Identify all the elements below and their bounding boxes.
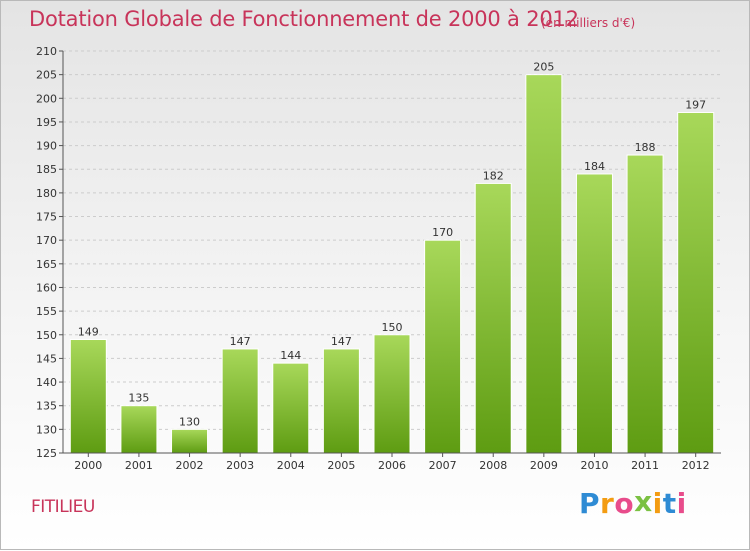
y-tick-label: 185 <box>36 163 57 176</box>
y-tick-label: 160 <box>36 281 57 294</box>
logo-letter: r <box>600 487 615 520</box>
y-tick-label: 135 <box>36 400 57 413</box>
x-tick-label-2007: 2007 <box>429 459 457 472</box>
y-tick-label: 130 <box>36 423 57 436</box>
y-tick-label: 155 <box>36 305 57 318</box>
data-label-2008: 182 <box>483 169 504 182</box>
bar-2004 <box>272 362 310 454</box>
y-tick-label: 180 <box>36 187 57 200</box>
data-label-2003: 147 <box>230 335 251 348</box>
x-tick-label-2004: 2004 <box>277 459 305 472</box>
logo-letter: x <box>634 485 653 518</box>
y-tick-label: 170 <box>36 234 57 247</box>
bar-2009 <box>525 74 563 454</box>
y-tick-label: 175 <box>36 211 57 224</box>
data-label-2009: 205 <box>533 61 554 74</box>
x-tick-label-2005: 2005 <box>327 459 355 472</box>
bar-2011 <box>626 154 664 454</box>
x-tick-label-2002: 2002 <box>176 459 204 472</box>
bar-2008 <box>474 182 512 454</box>
bar-2001 <box>120 405 158 454</box>
data-label-2004: 144 <box>280 349 301 362</box>
x-tick-label-2000: 2000 <box>74 459 102 472</box>
bar-2000 <box>69 338 107 454</box>
logo-letter: P <box>579 487 601 520</box>
y-tick-label: 195 <box>36 116 57 129</box>
data-label-2010: 184 <box>584 160 605 173</box>
x-tick-label-2006: 2006 <box>378 459 406 472</box>
logo-letter: i <box>676 487 687 520</box>
x-tick-label-2001: 2001 <box>125 459 153 472</box>
logo-letter: o <box>614 487 635 520</box>
data-label-2012: 197 <box>685 98 706 111</box>
x-tick-label-2009: 2009 <box>530 459 558 472</box>
x-tick-label-2011: 2011 <box>631 459 659 472</box>
y-tick-label: 205 <box>36 69 57 82</box>
bar-2012 <box>677 111 715 454</box>
y-tick-label: 190 <box>36 140 57 153</box>
chart-title: Dotation Globale de Fonctionnement de 20… <box>29 7 579 31</box>
logo-letter: t <box>662 487 677 520</box>
data-label-2011: 188 <box>635 141 656 154</box>
data-label-2005: 147 <box>331 335 352 348</box>
bar-2010 <box>575 173 613 454</box>
bar-2005 <box>322 348 360 454</box>
bar-2002 <box>171 428 209 454</box>
logo-letter: i <box>652 487 663 520</box>
proxiti-logo: Proxiti <box>579 485 687 520</box>
bar-2007 <box>424 239 462 454</box>
y-tick-label: 165 <box>36 258 57 271</box>
y-tick-label: 145 <box>36 352 57 365</box>
data-label-2000: 149 <box>78 325 99 338</box>
y-tick-label: 210 <box>36 45 57 58</box>
y-tick-label: 125 <box>36 447 57 460</box>
y-tick-label: 200 <box>36 92 57 105</box>
bar-2003 <box>221 348 259 454</box>
bar-2006 <box>373 334 411 454</box>
data-label-2007: 170 <box>432 226 453 239</box>
y-tick-label: 140 <box>36 376 57 389</box>
data-label-2001: 135 <box>128 392 149 405</box>
x-tick-label-2010: 2010 <box>580 459 608 472</box>
data-label-2002: 130 <box>179 415 200 428</box>
y-tick-label: 150 <box>36 329 57 342</box>
commune-name: FITILIEU <box>31 497 95 517</box>
data-label-2006: 150 <box>382 321 403 334</box>
unit-label: (en milliers d'€) <box>541 16 636 30</box>
x-tick-label-2008: 2008 <box>479 459 507 472</box>
x-tick-label-2003: 2003 <box>226 459 254 472</box>
x-tick-label-2012: 2012 <box>682 459 710 472</box>
